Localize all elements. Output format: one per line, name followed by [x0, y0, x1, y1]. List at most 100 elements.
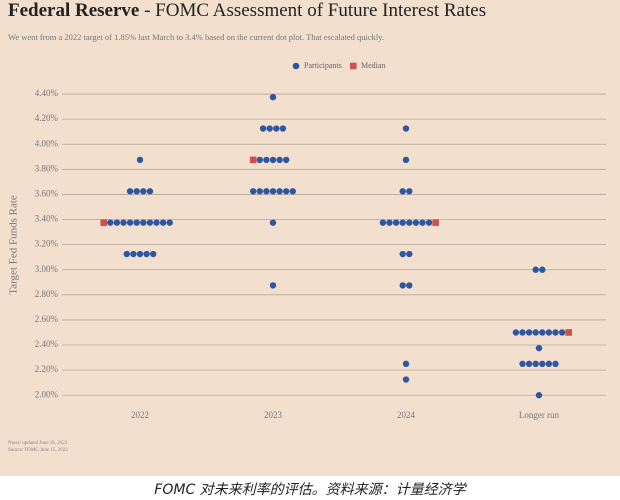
y-tick-label: 3.40%: [35, 214, 59, 224]
participant-dot: [283, 188, 290, 195]
participant-dot: [512, 329, 520, 336]
participant-dot: [273, 125, 280, 132]
median-marker: [565, 329, 572, 336]
y-tick-label: 2.40%: [35, 339, 59, 349]
participant-dot: [276, 156, 283, 164]
participant-dot: [269, 188, 277, 195]
participant-dot: [392, 219, 400, 226]
participant-dot: [419, 219, 426, 226]
participant-dot: [406, 219, 413, 226]
participant-dot: [136, 250, 144, 258]
participant-dot: [143, 250, 150, 258]
participant-dot: [532, 266, 539, 273]
participant-dot: [153, 219, 160, 226]
participant-dot: [406, 282, 413, 289]
legend-marker: [350, 62, 357, 70]
median-marker: [100, 219, 107, 226]
participant-dot: [406, 188, 413, 195]
background: [0, 0, 620, 476]
y-axis-label: Target Fed Funds Rate: [8, 195, 20, 295]
participant-dot: [113, 219, 121, 226]
participant-dot: [519, 329, 526, 336]
participant-dot: [266, 125, 273, 132]
participant-dot: [276, 188, 283, 195]
participant-dot: [269, 282, 277, 289]
participant-dot: [406, 250, 413, 258]
participant-dot: [525, 329, 533, 336]
caption-background: [0, 476, 620, 500]
participant-dot: [140, 219, 147, 226]
participant-dot: [558, 329, 566, 336]
participant-dot: [269, 156, 277, 164]
participant-dot: [402, 125, 410, 132]
note: Source: FOMC June 15, 2022: [8, 448, 68, 453]
y-tick-label: 4.00%: [35, 138, 59, 148]
participant-dot: [399, 188, 406, 195]
participant-dot: [250, 188, 257, 195]
x-tick-label: 2024: [397, 410, 416, 420]
x-tick-label: Longer run: [519, 410, 560, 420]
title-bold: Federal Reserve: [8, 0, 139, 21]
participant-dot: [159, 219, 167, 226]
median-marker: [432, 219, 439, 226]
y-tick-label: 2.60%: [35, 314, 59, 324]
participant-dot: [402, 156, 410, 164]
legend-marker: [292, 62, 300, 70]
y-tick-label: 3.80%: [35, 163, 59, 173]
participant-dot: [552, 360, 559, 368]
participant-dot: [146, 219, 154, 226]
participant-dot: [256, 156, 263, 164]
participant-dot: [259, 125, 267, 132]
participant-dot: [525, 360, 533, 368]
participant-dot: [399, 219, 406, 226]
participant-dot: [539, 329, 546, 336]
participant-dot: [539, 360, 546, 368]
participant-dot: [386, 219, 393, 226]
participant-dot: [263, 188, 270, 195]
title-rest: - FOMC Assessment of Future Interest Rat…: [139, 0, 486, 21]
y-tick-label: 3.60%: [35, 188, 59, 198]
participant-dot: [140, 188, 147, 195]
participant-dot: [269, 219, 277, 226]
participant-dot: [133, 219, 140, 226]
participant-dot: [126, 188, 134, 195]
y-tick-label: 3.20%: [35, 239, 59, 249]
participant-dot: [166, 219, 173, 226]
participant-dot: [120, 219, 127, 226]
participant-dot: [402, 360, 410, 368]
participant-dot: [552, 329, 559, 336]
participant-dot: [269, 93, 277, 101]
participant-dot: [535, 344, 543, 352]
participant-dot: [283, 156, 290, 164]
x-tick-label: 2022: [131, 410, 149, 420]
y-tick-label: 2.20%: [35, 364, 59, 374]
participant-dot: [130, 250, 137, 258]
participant-dot: [545, 360, 553, 368]
participant-dot: [263, 156, 270, 164]
participant-dot: [545, 329, 553, 336]
participant-dot: [256, 188, 263, 195]
participant-dot: [123, 250, 130, 258]
participant-dot: [535, 392, 543, 399]
y-tick-label: 4.40%: [35, 88, 59, 98]
y-tick-label: 2.00%: [35, 389, 59, 399]
participant-dot: [150, 250, 157, 258]
participant-dot: [136, 156, 144, 164]
participant-dot: [379, 219, 387, 226]
participant-dot: [126, 219, 134, 226]
participant-dot: [402, 376, 410, 383]
participant-dot: [532, 329, 539, 336]
participant-dot: [399, 282, 406, 289]
y-tick-label: 3.00%: [35, 264, 59, 274]
legend-label: Participants: [304, 61, 342, 70]
participant-dot: [279, 125, 287, 132]
caption: FOMC 对未来利率的评估。资料来源：计量经济学: [154, 482, 467, 498]
participant-dot: [412, 219, 420, 226]
note: Notes: updated June 16, 2022: [8, 441, 68, 446]
participant-dot: [399, 250, 406, 258]
participant-dot: [519, 360, 526, 368]
participant-dot: [425, 219, 433, 226]
participant-dot: [146, 188, 154, 195]
median-marker: [249, 156, 257, 164]
chart-title: Federal Reserve - FOMC Assessment of Fut…: [8, 0, 486, 21]
